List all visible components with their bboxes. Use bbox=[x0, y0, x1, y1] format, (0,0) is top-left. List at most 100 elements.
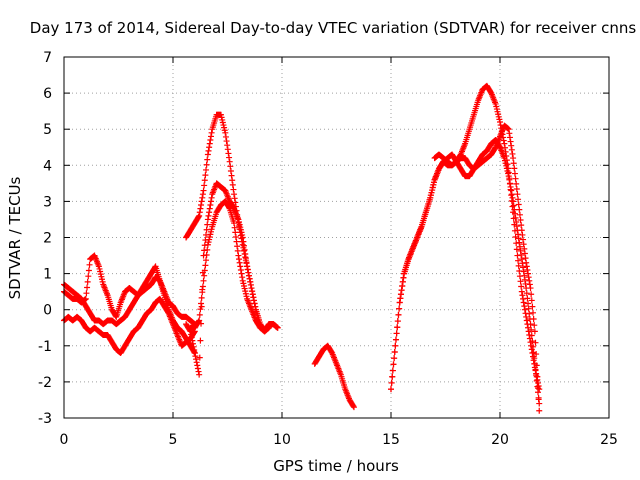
data-point bbox=[199, 191, 206, 198]
data-point bbox=[389, 373, 396, 380]
data-point bbox=[232, 199, 239, 206]
data-point bbox=[513, 180, 520, 187]
data-point bbox=[222, 129, 229, 136]
data-point bbox=[513, 246, 520, 253]
data-point bbox=[516, 206, 523, 213]
data-point bbox=[506, 176, 513, 183]
data-point bbox=[529, 303, 536, 310]
data-point bbox=[112, 312, 119, 319]
data-point bbox=[533, 362, 540, 369]
data-point bbox=[528, 326, 535, 333]
data-point bbox=[513, 223, 520, 230]
data-point bbox=[196, 371, 203, 378]
data-point bbox=[250, 297, 257, 304]
data-point bbox=[238, 235, 245, 242]
data-point bbox=[203, 166, 210, 173]
data-point bbox=[239, 241, 246, 248]
chart-title: Day 173 of 2014, Sidereal Day-to-day VTE… bbox=[30, 19, 637, 37]
data-point bbox=[536, 407, 543, 414]
data-point bbox=[525, 270, 532, 277]
data-point bbox=[523, 313, 530, 320]
y-tick-label: 3 bbox=[43, 194, 52, 210]
data-point bbox=[198, 198, 205, 205]
data-point bbox=[391, 348, 398, 355]
data-point bbox=[231, 220, 238, 227]
data-point bbox=[521, 303, 528, 310]
data-point bbox=[207, 137, 214, 144]
data-point bbox=[194, 365, 201, 372]
data-point bbox=[512, 214, 519, 221]
data-point bbox=[508, 187, 515, 194]
data-point bbox=[518, 283, 525, 290]
data-point bbox=[397, 295, 404, 302]
data-series bbox=[61, 82, 543, 414]
data-point bbox=[197, 337, 204, 344]
data-point bbox=[224, 146, 231, 153]
data-point bbox=[508, 191, 515, 198]
data-point bbox=[521, 306, 528, 313]
data-point bbox=[511, 170, 518, 177]
data-point bbox=[509, 150, 516, 157]
data-point bbox=[510, 160, 517, 167]
data-point bbox=[531, 355, 538, 362]
data-point bbox=[196, 317, 203, 324]
data-point bbox=[203, 252, 210, 259]
data-point bbox=[85, 273, 92, 280]
data-point bbox=[191, 350, 198, 357]
data-point bbox=[198, 294, 205, 301]
data-point bbox=[395, 311, 402, 318]
data-point bbox=[507, 138, 514, 145]
data-point bbox=[223, 138, 230, 145]
data-point bbox=[201, 272, 208, 279]
data-point bbox=[533, 377, 540, 384]
data-point bbox=[515, 257, 522, 264]
data-point bbox=[500, 137, 507, 144]
data-point bbox=[515, 201, 522, 208]
data-point bbox=[200, 277, 207, 284]
data-point bbox=[236, 259, 243, 266]
data-point bbox=[204, 216, 211, 223]
data-point bbox=[203, 257, 210, 264]
x-tick-label: 5 bbox=[169, 432, 178, 448]
data-point bbox=[265, 324, 272, 331]
data-point bbox=[251, 300, 258, 307]
data-point bbox=[199, 289, 206, 296]
y-tick-label: 0 bbox=[43, 303, 52, 319]
data-point bbox=[532, 366, 539, 373]
data-point bbox=[206, 144, 213, 151]
data-point bbox=[195, 213, 202, 220]
data-point bbox=[274, 324, 281, 331]
data-point bbox=[528, 291, 535, 298]
data-point bbox=[394, 318, 401, 325]
grid-lines bbox=[64, 57, 609, 418]
data-point bbox=[521, 272, 528, 279]
data-point bbox=[523, 290, 530, 297]
data-point bbox=[523, 263, 530, 270]
data-point bbox=[250, 294, 257, 301]
data-point bbox=[188, 331, 195, 338]
data-point bbox=[505, 173, 512, 180]
data-point bbox=[200, 187, 207, 194]
data-point bbox=[388, 386, 394, 393]
data-point bbox=[513, 219, 520, 226]
data-point bbox=[241, 251, 248, 258]
data-point bbox=[505, 126, 512, 133]
data-point bbox=[247, 278, 254, 285]
data-point bbox=[189, 337, 196, 344]
data-point bbox=[517, 216, 524, 223]
data-point bbox=[227, 163, 234, 170]
data-point bbox=[399, 282, 406, 289]
data-point bbox=[397, 291, 404, 298]
x-tick-label: 20 bbox=[491, 432, 509, 448]
data-point bbox=[516, 243, 523, 250]
data-point bbox=[204, 246, 211, 253]
data-point bbox=[515, 196, 522, 203]
x-tick-label: 25 bbox=[600, 432, 618, 448]
data-point bbox=[229, 181, 236, 188]
data-point bbox=[197, 306, 204, 313]
series-pass-2 bbox=[61, 263, 198, 357]
data-point bbox=[247, 281, 254, 288]
x-tick-label: 10 bbox=[273, 432, 291, 448]
data-point bbox=[520, 299, 527, 306]
